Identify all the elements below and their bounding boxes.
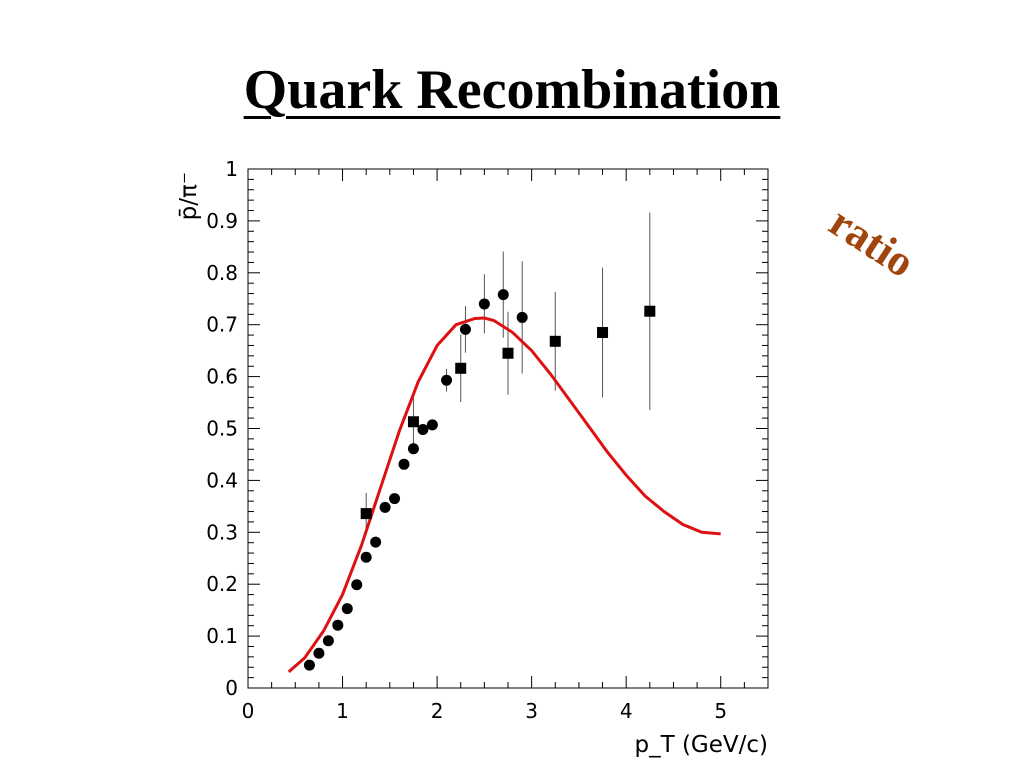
- y-axis-title: p̄/π⁻: [176, 172, 202, 220]
- data-point-circle: [379, 501, 391, 513]
- data-point-circle: [370, 536, 382, 548]
- error-bars: [365, 212, 651, 535]
- data-point-square: [407, 416, 419, 428]
- y-tick-label: 0.5: [206, 417, 238, 441]
- axis-ticks: [247, 168, 769, 689]
- recombination-curve: [287, 316, 721, 674]
- y-tick-label: 0.9: [206, 209, 238, 233]
- data-point-square: [644, 305, 656, 317]
- data-point-square: [455, 362, 467, 374]
- y-tick-label: 0.7: [206, 313, 238, 337]
- data-point-circle: [303, 659, 315, 671]
- data-point-circle: [516, 311, 528, 323]
- y-tick-label: 0.3: [206, 520, 238, 544]
- data-point-circle: [459, 323, 471, 335]
- data-point-circle: [351, 579, 363, 591]
- data-point-square: [360, 508, 372, 520]
- data-point-circle: [398, 458, 410, 470]
- y-tick-label: 0.4: [206, 468, 238, 492]
- y-tick-label: 0.8: [206, 261, 238, 285]
- data-point-circle: [478, 298, 490, 310]
- data-point-circle: [426, 419, 438, 431]
- x-tick-label: 0: [242, 699, 255, 723]
- y-tick-label: 1: [225, 157, 238, 181]
- slide-title: Quark Recombination: [243, 59, 781, 121]
- data-point-circle: [360, 551, 372, 563]
- x-tick-label: 5: [714, 699, 727, 723]
- x-axis-title: p_T (GeV/c): [634, 732, 768, 758]
- y-tick-label: 0.1: [206, 624, 238, 648]
- data-markers: [303, 289, 656, 671]
- x-tick-label: 1: [336, 699, 349, 723]
- data-point-square: [597, 326, 609, 338]
- data-point-circle: [313, 647, 325, 659]
- tick-labels: 0 1 2 3 4 5 0 0.1 0.2 0.3 0.4 0.5 0.6 0.7 0.8 0.9 1: [206, 157, 727, 723]
- y-tick-label: 0.2: [206, 572, 238, 596]
- data-point-circle: [341, 603, 353, 615]
- data-point-square: [502, 347, 514, 359]
- x-tick-label: 3: [525, 699, 538, 723]
- data-point-circle: [497, 289, 509, 301]
- y-tick-label: 0.6: [206, 365, 238, 389]
- data-point-circle: [417, 424, 429, 436]
- x-tick-label: 4: [620, 699, 633, 723]
- data-point-circle: [322, 635, 334, 647]
- data-point-circle: [407, 443, 419, 455]
- data-point-circle: [389, 493, 401, 505]
- y-tick-label: 0: [225, 676, 238, 700]
- data-point-circle: [332, 619, 344, 631]
- plot-frame: [247, 168, 769, 689]
- data-point-square: [549, 335, 561, 347]
- x-tick-label: 2: [431, 699, 444, 723]
- data-point-circle: [441, 374, 453, 386]
